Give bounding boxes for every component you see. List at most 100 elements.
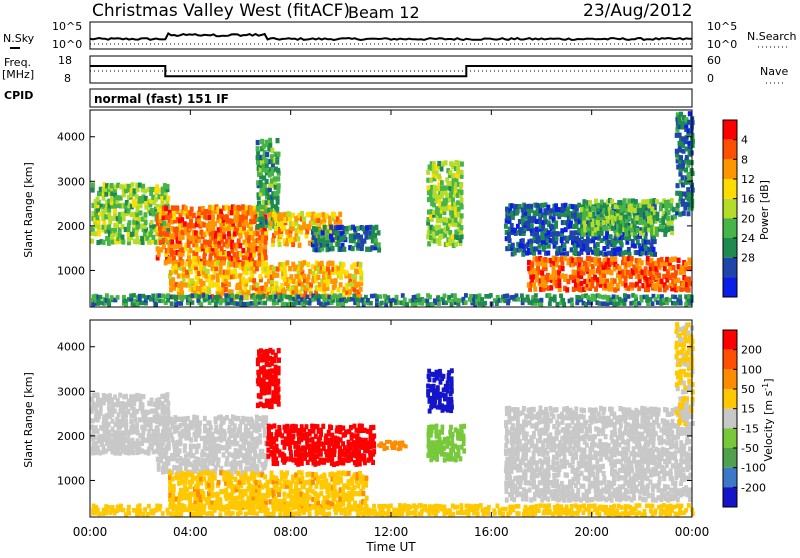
- echo-cell: [157, 293, 161, 298]
- echo-cell: [330, 472, 334, 477]
- echo-cell: [540, 232, 544, 237]
- echo-cell: [170, 301, 174, 306]
- echo-cell: [265, 179, 269, 184]
- echo-cell: [564, 274, 568, 279]
- echo-cell: [263, 244, 267, 249]
- echo-cell: [135, 231, 139, 236]
- echo-cell: [438, 369, 442, 374]
- echo-cell: [169, 417, 173, 422]
- echo-cell: [343, 445, 347, 450]
- echo-cell: [198, 420, 202, 425]
- echo-cell: [511, 295, 515, 300]
- echo-cell: [302, 260, 306, 265]
- echo-cell: [559, 294, 563, 299]
- echo-cell: [454, 218, 458, 223]
- echo-cell: [235, 262, 239, 267]
- echo-cell: [197, 443, 201, 448]
- echo-cell: [308, 429, 312, 434]
- echo-cell: [249, 206, 253, 211]
- echo-cell: [121, 239, 125, 244]
- echo-cell: [243, 287, 247, 292]
- echo-cell: [175, 231, 179, 236]
- echo-cell: [162, 404, 166, 409]
- echo-cell: [233, 423, 237, 428]
- echo-cell: [379, 294, 383, 299]
- echo-cell: [189, 437, 193, 442]
- echo-cell: [202, 281, 206, 286]
- echo-cell: [300, 297, 304, 302]
- echo-cell: [314, 227, 318, 232]
- echo-cell: [277, 492, 281, 497]
- echo-cell: [688, 281, 692, 286]
- echo-cell: [91, 182, 95, 187]
- echo-cell: [333, 283, 337, 288]
- echo-cell: [224, 293, 228, 298]
- echo-cell: [437, 301, 441, 306]
- echo-cell: [302, 216, 306, 221]
- echo-cell: [449, 425, 453, 430]
- echo-cell: [163, 221, 167, 226]
- echo-cell: [195, 449, 199, 454]
- echo-cell: [167, 441, 171, 446]
- nsky-label: N.Sky: [3, 32, 35, 45]
- echo-cell: [320, 261, 324, 266]
- echo-cell: [652, 247, 656, 252]
- echo-cell: [429, 194, 433, 199]
- echo-cell: [138, 417, 142, 422]
- echo-cell: [596, 203, 600, 208]
- echo-cell: [623, 301, 627, 306]
- echo-cell: [90, 239, 94, 244]
- echo-cell: [230, 298, 234, 303]
- echo-cell: [356, 243, 360, 248]
- echo-cell: [651, 301, 655, 306]
- echo-cell: [369, 301, 373, 306]
- echo-cell: [122, 216, 126, 221]
- echo-cell: [634, 294, 638, 299]
- echo-cell: [266, 287, 270, 292]
- echo-cell: [339, 282, 343, 287]
- echo-cell: [268, 138, 272, 143]
- echo-cell: [432, 231, 436, 236]
- echo-cell: [300, 211, 304, 216]
- echo-cell: [456, 445, 460, 450]
- echo-cell: [435, 424, 439, 429]
- echo-cell: [166, 196, 170, 201]
- echo-cell: [507, 236, 511, 241]
- site-title: Christmas Valley West (fitACF): [92, 1, 350, 21]
- echo-cell: [258, 274, 262, 279]
- echo-cell: [592, 294, 596, 299]
- echo-cell: [227, 282, 231, 287]
- echo-cell: [282, 492, 286, 497]
- echo-cell: [353, 274, 357, 279]
- echo-cell: [308, 495, 312, 500]
- echo-cell: [561, 266, 565, 271]
- colorbar-swatch: [723, 238, 737, 258]
- echo-cell: [426, 170, 430, 175]
- echo-cell: [241, 204, 245, 209]
- echo-cell: [372, 441, 376, 446]
- echo-cell: [175, 205, 179, 210]
- echo-cell: [227, 231, 231, 236]
- echo-cell: [665, 285, 669, 290]
- echo-cell: [285, 470, 289, 475]
- echo-cell: [460, 162, 464, 167]
- echo-cell: [627, 247, 631, 252]
- echo-cell: [359, 262, 363, 267]
- echo-cell: [637, 286, 641, 291]
- echo-cell: [302, 274, 306, 279]
- echo-cell: [244, 471, 248, 476]
- echo-cell: [395, 295, 399, 300]
- echo-cell: [653, 239, 657, 244]
- echo-cell: [272, 266, 276, 271]
- echo-cell: [553, 294, 557, 299]
- echo-cell: [483, 301, 487, 306]
- echo-cell: [612, 294, 616, 299]
- echo-cell: [684, 168, 688, 173]
- echo-cell: [274, 496, 278, 501]
- echo-cell: [605, 226, 609, 231]
- echo-cell: [255, 464, 259, 469]
- echo-cell: [464, 293, 468, 298]
- echo-cell: [96, 197, 100, 202]
- echo-cell: [275, 281, 279, 286]
- echo-cell: [259, 348, 263, 353]
